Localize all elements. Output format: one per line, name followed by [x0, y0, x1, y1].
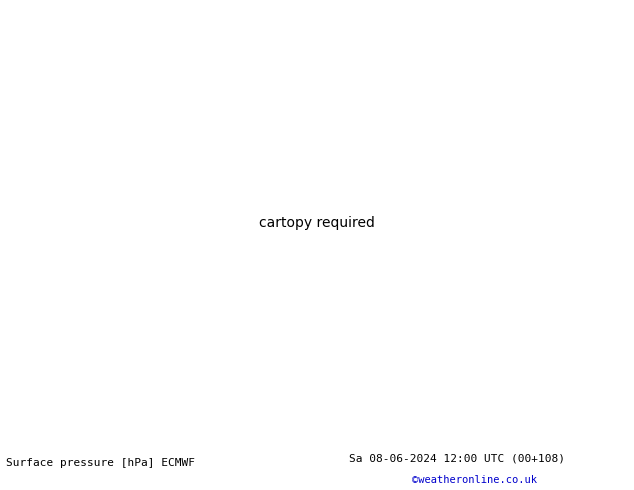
Text: Surface pressure [hPa] ECMWF: Surface pressure [hPa] ECMWF: [6, 458, 195, 468]
Text: cartopy required: cartopy required: [259, 216, 375, 230]
Text: ©weatheronline.co.uk: ©weatheronline.co.uk: [412, 475, 537, 485]
Text: Sa 08-06-2024 12:00 UTC (00+108): Sa 08-06-2024 12:00 UTC (00+108): [349, 453, 565, 463]
